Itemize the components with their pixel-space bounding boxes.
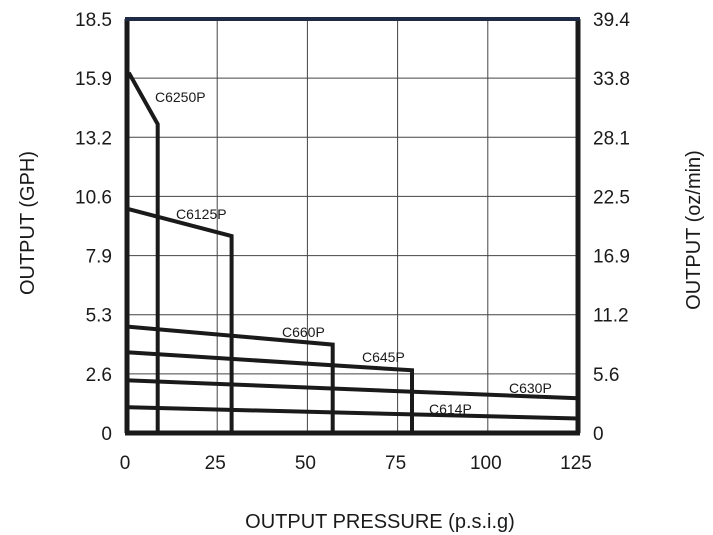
plot-frame (124, 17, 581, 436)
series-label-c630p: C630P (509, 380, 552, 396)
series-label-c6250p: C6250P (155, 89, 206, 105)
y-axis-title-left: OUTPUT (GPH) (17, 151, 39, 295)
y-tick-label-right: 11.2 (593, 306, 629, 327)
x-tick-label: 100 (470, 453, 502, 474)
x-tick-label: 0 (120, 453, 131, 474)
series-labels: C6250P C6125P C660P C645P C630P C614P (155, 89, 552, 417)
tick-labels: 0 25 50 75 100 12502.65.37.910.613.215.918.50… (75, 10, 630, 474)
y-tick-label-left: 7.9 (86, 247, 112, 268)
y-tick-label-right: 5.6 (593, 365, 619, 386)
series-label-c6125p: C6125P (176, 206, 227, 222)
y-tick-label-left: 5.3 (86, 306, 112, 327)
series-label-c660p: C660P (282, 324, 325, 340)
y-tick-label-right: 22.5 (593, 187, 630, 208)
series-line-c630p (128, 378, 579, 401)
series-line-c6125p (128, 207, 234, 433)
y-tick-label-right: 28.1 (593, 128, 630, 149)
y-tick-label-left: 2.6 (86, 365, 112, 386)
y-tick-label-right: 16.9 (593, 247, 630, 268)
x-tick-label: 125 (560, 453, 592, 474)
series-label-c645p: C645P (362, 349, 405, 365)
y-tick-label-right: 33.8 (593, 69, 630, 90)
y-tick-label-right: 39.4 (593, 10, 630, 31)
x-axis-title: OUTPUT PRESSURE (p.s.i.g) (245, 511, 515, 533)
series-line-c614p (128, 405, 579, 421)
y-tick-label-left: 10.6 (75, 187, 112, 208)
y-tick-label-left: 13.2 (75, 128, 112, 149)
x-tick-label: 50 (295, 453, 316, 474)
x-tick-label: 75 (385, 453, 406, 474)
y-axis-title-right: OUTPUT (oz/min) (683, 150, 705, 310)
y-tick-label-left: 18.5 (75, 10, 112, 31)
series-group (127, 71, 579, 433)
x-tick-label: 25 (205, 453, 226, 474)
grid (127, 19, 578, 433)
y-tick-label-left: 0 (101, 424, 112, 445)
series-line-c645p (128, 350, 414, 433)
series-label-c614p: C614P (429, 401, 472, 417)
y-tick-label-left: 15.9 (75, 69, 112, 90)
y-tick-label-right: 0 (593, 424, 604, 445)
series-line-c660p (128, 324, 335, 433)
